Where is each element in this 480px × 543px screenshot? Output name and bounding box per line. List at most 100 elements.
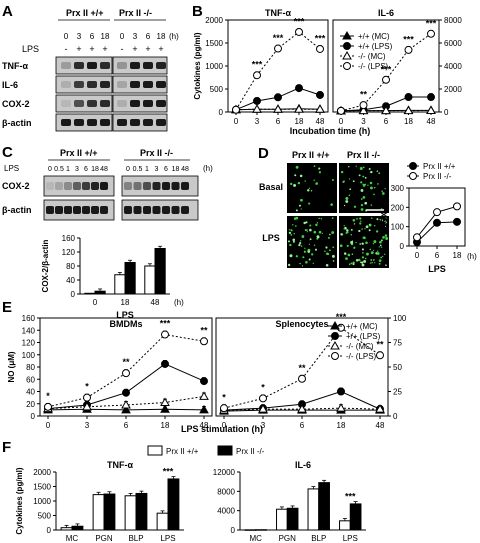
x-tick-label: 48	[316, 117, 325, 126]
blot-band	[55, 206, 63, 214]
y-tick-label: 20	[26, 400, 35, 409]
fluorescent-dot	[293, 233, 295, 235]
fluorescent-dot	[309, 224, 312, 227]
x-tick-label: 18	[453, 251, 462, 260]
fluorescent-dot	[316, 222, 319, 224]
fluorescent-dot	[365, 225, 369, 229]
panel-a-label: A	[2, 3, 13, 20]
data-point	[453, 217, 461, 226]
blot-row-label: TNF-α	[2, 61, 28, 71]
fluorescent-dot	[376, 218, 379, 221]
data-point	[297, 404, 307, 413]
data-point	[121, 399, 131, 409]
bar	[244, 529, 257, 531]
blot-band	[133, 206, 142, 214]
significance-mark: *	[222, 392, 226, 402]
data-point	[404, 93, 413, 102]
data-point	[337, 106, 345, 115]
fluorescent-dot	[305, 221, 308, 224]
blot-band	[61, 100, 71, 107]
fluorescent-dot	[360, 181, 363, 184]
fluorescent-dot	[350, 240, 354, 244]
data-point	[375, 404, 385, 413]
data-point	[259, 394, 267, 403]
data-point	[337, 387, 345, 396]
fluorescent-dot	[343, 252, 347, 255]
blot-band	[61, 119, 71, 126]
data-point	[453, 202, 461, 211]
blot-band	[181, 206, 189, 214]
data-point	[427, 29, 435, 38]
fluorescent-dot	[298, 204, 302, 207]
fluorescent-dot	[329, 249, 331, 252]
y-tick-label: 2000	[444, 85, 462, 94]
panel-c-time-row: 0 0.5 1 3 6 18 48 0 0.5 1 3 6 18 48	[48, 166, 189, 173]
fluorescent-dot	[288, 263, 291, 267]
fluorescent-dot	[292, 224, 294, 226]
fluorescent-dot	[320, 217, 323, 220]
data-point	[381, 105, 391, 115]
panel-f-label: F	[2, 439, 11, 456]
fluorescent-dot	[382, 255, 384, 258]
blot-band	[61, 81, 71, 88]
y-axis-label: NO (μM)	[7, 351, 16, 382]
significance-mark: **	[298, 363, 306, 373]
legend-marker	[330, 320, 340, 330]
fluorescent-dot	[357, 258, 361, 262]
fluorescent-dot	[318, 217, 320, 219]
blot-band	[130, 81, 140, 88]
lane-time: 0.5	[133, 166, 143, 173]
y-tick-label: 0	[219, 108, 224, 117]
significance-mark: ***	[336, 312, 347, 322]
legend-label: Prx II -/-	[423, 172, 452, 181]
data-point	[232, 105, 240, 114]
data-point	[122, 369, 130, 378]
fluorescent-dot	[321, 232, 323, 234]
panel-b-label: B	[192, 3, 203, 20]
fluorescent-dot	[370, 259, 373, 261]
blot-band	[124, 206, 132, 214]
bar	[144, 265, 156, 295]
fluorescent-dot	[353, 246, 356, 249]
fluorescent-dot	[362, 196, 366, 199]
x-tick-label: PGN	[95, 534, 113, 543]
panel-e-label: E	[2, 299, 12, 316]
fluorescent-dot	[352, 180, 355, 183]
fluorescent-dot	[359, 222, 362, 225]
fluorescent-dot	[295, 165, 299, 169]
significance-mark: **	[200, 325, 208, 335]
blot-band	[143, 100, 153, 107]
x-tick-label: 6	[276, 117, 281, 126]
y-tick-label: 8000	[217, 487, 235, 496]
blot-band	[74, 100, 84, 107]
lane-lps: -	[65, 44, 68, 54]
significance-mark: ***	[252, 60, 263, 70]
y-tick-label: 200	[391, 203, 405, 212]
lane-time: 3	[75, 166, 79, 173]
x-tick-label: 6	[300, 421, 305, 430]
fluorescent-dot	[313, 230, 317, 234]
data-point	[403, 105, 414, 115]
fluorescent-dot	[361, 228, 363, 230]
fluorescent-dot	[326, 252, 329, 256]
fluorescent-dot	[332, 246, 335, 249]
data-point	[316, 90, 324, 99]
chart-b-tnf: 0 500 1000 1500 2000 0 3 6 18 48 TNF-α Cytokines (p…	[193, 8, 329, 126]
blot-band	[143, 81, 153, 88]
panel-d-row-lps: LPS	[262, 233, 280, 243]
blot-band	[87, 100, 97, 107]
blot-band	[130, 100, 140, 107]
y-tick-label: 100	[391, 223, 405, 232]
fluorescent-dot	[308, 202, 311, 205]
fluorescent-dot	[346, 231, 349, 234]
fluorescent-dot	[345, 257, 348, 260]
data-point	[252, 104, 262, 113]
fluorescent-dot	[299, 262, 301, 265]
fluorescent-dot	[340, 233, 343, 236]
chart-title: Splenocytes	[275, 319, 328, 329]
chart-d-cox2: 0 100 200 300 0 6 18 COX-2 Prx II +/+Prx II -/- L…	[380, 162, 477, 274]
fluorescent-dot	[359, 243, 362, 245]
x-tick-label: 0	[222, 421, 227, 430]
fluorescent-dot	[353, 223, 356, 225]
x-tick-label: 0	[415, 251, 420, 260]
